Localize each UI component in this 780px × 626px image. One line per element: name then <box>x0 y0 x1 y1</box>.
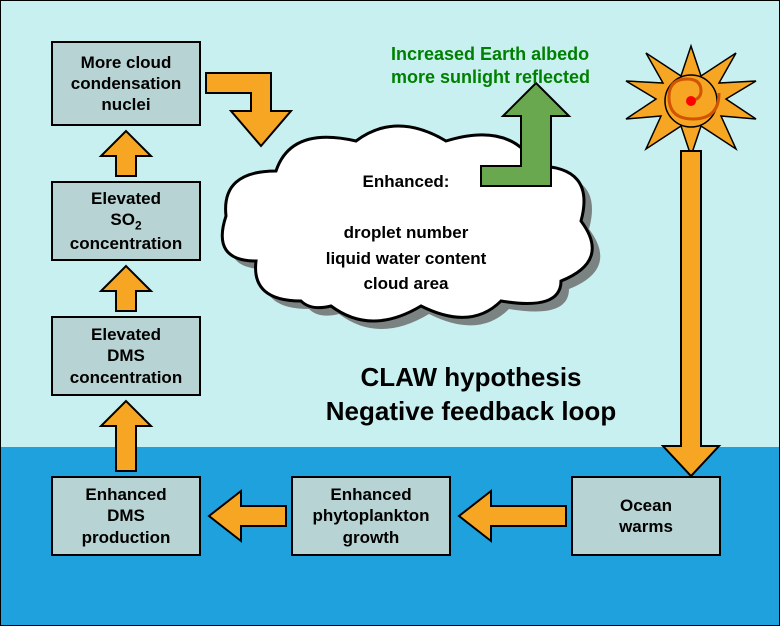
box-phyto-l1: Enhanced <box>330 485 411 504</box>
box-dmsp-l1: Enhanced <box>85 485 166 504</box>
albedo-label: Increased Earth albedo more sunlight ref… <box>391 43 590 90</box>
box-phyto-l2: phytoplankton <box>312 506 429 525</box>
cloud-text: Enhanced: droplet number liquid water co… <box>301 169 511 297</box>
box-ccn-l3: nuclei <box>101 95 150 114</box>
cloud-l1: droplet number <box>344 223 469 242</box>
box-dms-production: Enhanced DMS production <box>51 476 201 556</box>
title-l1: CLAW hypothesis <box>360 362 581 392</box>
cloud-heading: Enhanced: <box>363 172 450 191</box>
box-ccn: More cloud condensation nuclei <box>51 41 201 126</box>
box-ocean-l1: Ocean <box>620 496 672 515</box>
box-so2-l3: concentration <box>70 234 182 253</box>
albedo-l1: Increased Earth albedo <box>391 44 589 64</box>
box-ccn-l1: More cloud <box>81 53 172 72</box>
box-dmsp-l3: production <box>82 528 171 547</box>
box-phyto-l3: growth <box>343 528 400 547</box>
albedo-l2: more sunlight reflected <box>391 67 590 87</box>
box-phytoplankton: Enhanced phytoplankton growth <box>291 476 451 556</box>
box-so2-l2: SO2 <box>110 210 141 229</box>
box-so2: Elevated SO2 concentration <box>51 181 201 261</box>
box-dmsc-l3: concentration <box>70 368 182 387</box>
cloud-l3: cloud area <box>363 274 448 293</box>
claw-diagram: More cloud condensation nuclei Elevated … <box>0 0 780 626</box>
diagram-title: CLAW hypothesis Negative feedback loop <box>301 361 641 429</box>
box-dmsp-l2: DMS <box>107 506 145 525</box>
title-l2: Negative feedback loop <box>326 396 616 426</box>
box-ccn-l2: condensation <box>71 74 182 93</box>
box-dmsc-l1: Elevated <box>91 325 161 344</box>
box-so2-l1: Elevated <box>91 189 161 208</box>
box-ocean-l2: warms <box>619 517 673 536</box>
box-ocean-warms: Ocean warms <box>571 476 721 556</box>
cloud-l2: liquid water content <box>326 249 487 268</box>
box-dms-concentration: Elevated DMS concentration <box>51 316 201 396</box>
box-dmsc-l2: DMS <box>107 346 145 365</box>
